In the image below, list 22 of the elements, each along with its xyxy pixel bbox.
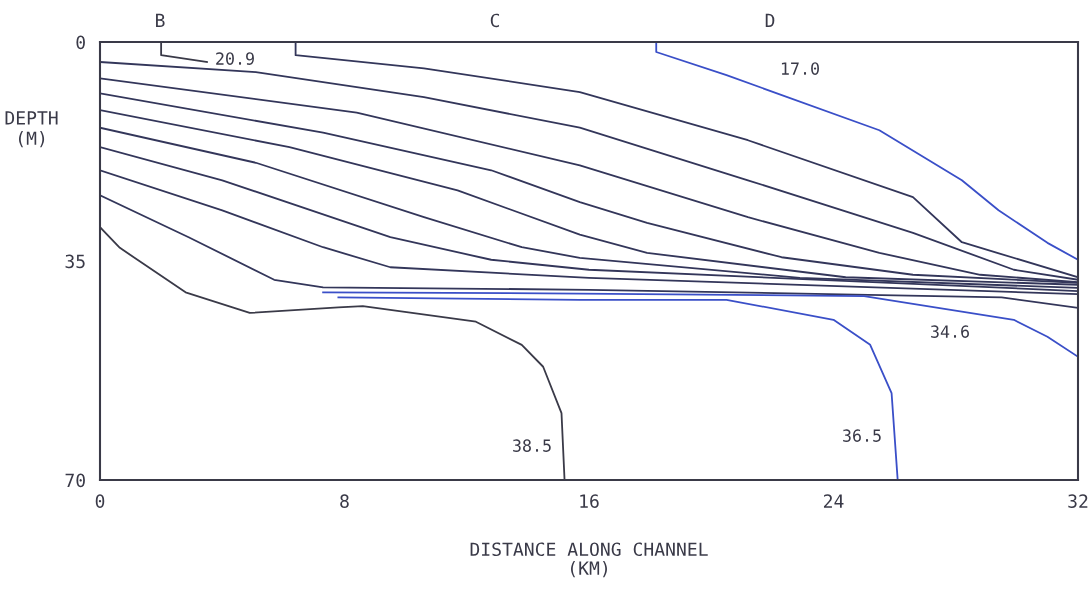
x-tick-label: 32 xyxy=(1068,494,1088,508)
line-series xyxy=(322,291,1078,358)
line-series xyxy=(337,296,899,480)
annotation: 17.0 xyxy=(781,62,819,75)
text: B xyxy=(156,13,165,28)
x-tick-label: 0 xyxy=(95,494,105,508)
x-tick-label: 16 xyxy=(580,494,599,508)
text: C xyxy=(490,13,500,28)
annotation: 36.5 xyxy=(843,429,881,442)
annotation: 38.5 xyxy=(513,439,551,452)
text: D xyxy=(765,13,775,28)
annotation: 20.9 xyxy=(216,52,254,65)
y-tick-label: 70 xyxy=(65,473,85,488)
y-tick-label: 35 xyxy=(65,254,85,269)
x-tick-label: 24 xyxy=(823,494,844,508)
y-axis-title: DEPTH (M) xyxy=(5,111,58,148)
line-series xyxy=(100,194,1078,309)
line-series xyxy=(655,42,1078,261)
y-tick-label: 0 xyxy=(76,35,85,50)
annotation: 34.6 xyxy=(931,325,969,338)
x-tick-label: 8 xyxy=(340,494,349,508)
x-axis-title: DISTANCE ALONG CHANNEL (KM) xyxy=(470,542,708,578)
